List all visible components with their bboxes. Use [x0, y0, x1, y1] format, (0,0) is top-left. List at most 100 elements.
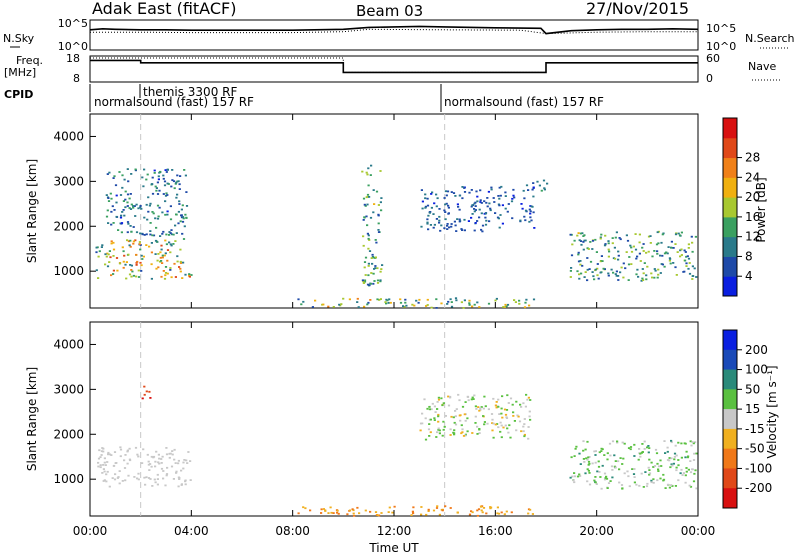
power-point [639, 260, 642, 262]
velocity-point [677, 479, 680, 482]
velocity-point [694, 469, 697, 472]
power-point [691, 278, 694, 280]
power-point [530, 205, 533, 208]
power-point [587, 248, 590, 250]
power-point [684, 251, 687, 253]
power-point [497, 203, 500, 206]
velocity-point [477, 406, 480, 408]
power-point [140, 254, 143, 257]
power-point [125, 277, 128, 280]
velocity-point [623, 472, 626, 475]
velocity-point [662, 473, 665, 476]
power-point [685, 265, 688, 267]
power-point [132, 206, 135, 209]
power-point [135, 262, 138, 264]
power-point [175, 232, 178, 234]
power-point [474, 201, 477, 204]
power-point [607, 274, 610, 277]
power-point [513, 196, 516, 199]
power-point [176, 193, 179, 196]
power-point [127, 222, 130, 225]
power-point [690, 235, 693, 238]
freq-unit: [MHz] [4, 66, 36, 79]
velocity-point [437, 398, 441, 401]
power-point [389, 301, 392, 304]
velocity-point [183, 459, 186, 461]
power-point [637, 275, 640, 278]
velocity-point [184, 483, 187, 486]
power-point [604, 234, 607, 237]
power-point [379, 298, 382, 300]
velocity-point [499, 421, 502, 424]
y-tick-label: 4000 [53, 337, 84, 351]
power-point [490, 188, 493, 191]
power-point [148, 204, 151, 207]
velocity-point [104, 464, 107, 466]
x-tick-label: 04:00 [174, 524, 209, 538]
velocity-point [110, 454, 113, 456]
velocity-point [476, 425, 479, 428]
power-point [540, 189, 543, 192]
power-point [656, 231, 659, 234]
velocity-point [170, 465, 174, 468]
velocity-colorbar-segment [723, 330, 737, 351]
power-point [164, 213, 167, 216]
velocity-point [611, 476, 614, 479]
power-point [457, 205, 460, 208]
power-point [582, 248, 585, 251]
power-point [695, 276, 698, 278]
power-point [660, 263, 663, 265]
power-point [636, 255, 639, 258]
power-point [571, 243, 574, 246]
power-point [461, 229, 464, 231]
power-point [106, 209, 109, 212]
velocity-point [648, 472, 652, 475]
power-point [361, 170, 364, 173]
power-point [376, 267, 379, 270]
power-point [448, 226, 451, 229]
power-point [128, 197, 131, 200]
power-point [370, 272, 373, 274]
velocity-point [598, 451, 601, 454]
velocity-point [666, 446, 669, 449]
velocity-point [461, 405, 465, 408]
velocity-point [497, 426, 500, 429]
velocity-point [443, 425, 446, 428]
power-point [611, 237, 614, 239]
power-point [653, 250, 656, 252]
power-point [139, 261, 142, 264]
velocity-point [113, 478, 117, 481]
power-point [115, 215, 118, 218]
power-point [602, 267, 605, 270]
velocity-point [675, 469, 678, 472]
velocity-point [481, 511, 484, 514]
power-point [635, 273, 638, 276]
velocity-point [628, 485, 631, 488]
power-point [447, 212, 450, 215]
power-point [533, 227, 536, 229]
power-point [426, 304, 429, 306]
power-point [164, 266, 168, 268]
velocity-point [147, 477, 151, 479]
velocity-point [444, 415, 447, 417]
velocity-point [656, 462, 659, 465]
velocity-colorbar-segment [723, 409, 737, 430]
velocity-point [489, 507, 492, 510]
velocity-point [616, 440, 619, 443]
velocity-point [114, 473, 117, 476]
power-point [122, 260, 125, 263]
power-point [642, 243, 645, 245]
power-point [169, 251, 172, 254]
power-point [170, 185, 173, 188]
power-point [570, 254, 574, 257]
power-point [494, 212, 497, 214]
power-point [164, 200, 167, 203]
power-point [183, 169, 186, 171]
power-point [504, 207, 507, 210]
velocity-point [128, 447, 131, 450]
power-point [438, 208, 441, 210]
velocity-point [142, 448, 145, 451]
velocity-point [425, 513, 428, 516]
velocity-point [492, 397, 495, 400]
velocity-point [156, 478, 159, 480]
